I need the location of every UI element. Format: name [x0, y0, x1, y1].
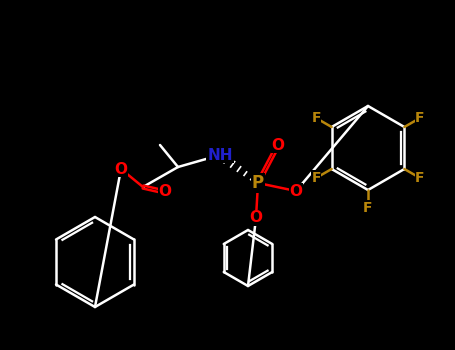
Text: P: P — [252, 174, 264, 192]
Text: F: F — [415, 111, 425, 125]
Text: O: O — [289, 183, 303, 198]
Text: O: O — [272, 138, 284, 153]
Text: O: O — [115, 161, 127, 176]
Text: NH: NH — [207, 147, 233, 162]
Text: O: O — [158, 184, 172, 200]
Text: O: O — [249, 210, 263, 225]
Text: F: F — [311, 111, 321, 125]
Text: F: F — [415, 171, 425, 185]
Text: F: F — [311, 171, 321, 185]
Text: F: F — [363, 201, 373, 215]
